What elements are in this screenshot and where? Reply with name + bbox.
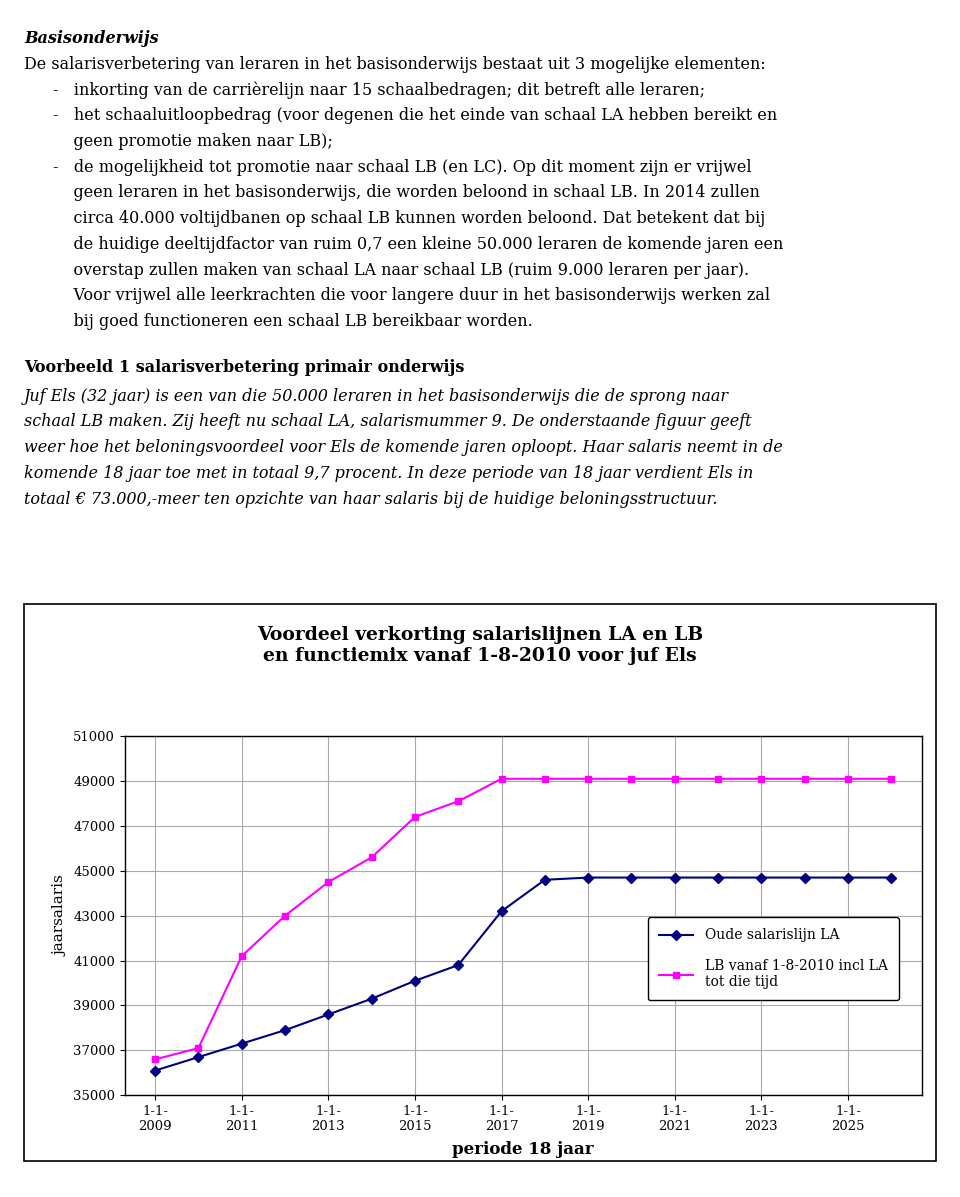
LB vanaf 1-8-2010 incl LA
tot die tijd [452,794,464,808]
Text: bij goed functioneren een schaal LB bereikbaar worden.: bij goed functioneren een schaal LB bere… [53,312,533,330]
Text: -   inkorting van de carrièrelijn naar 15 schaalbedragen; dit betreft alle lerar: - inkorting van de carrièrelijn naar 15 … [53,81,705,99]
Text: circa 40.000 voltijdbanen op schaal LB kunnen worden beloond. Dat betekent dat b: circa 40.000 voltijdbanen op schaal LB k… [53,209,765,227]
Text: weer hoe het beloningsvoordeel voor Els de komende jaren oploopt. Haar salaris n: weer hoe het beloningsvoordeel voor Els … [24,439,782,456]
LB vanaf 1-8-2010 incl LA
tot die tijd [756,772,767,786]
Oude salarislijn LA [236,1037,248,1051]
X-axis label: periode 18 jaar: periode 18 jaar [452,1141,594,1159]
Line: Oude salarislijn LA: Oude salarislijn LA [152,874,895,1074]
LB vanaf 1-8-2010 incl LA
tot die tijd [150,1052,161,1067]
Text: geen promotie maken naar LB);: geen promotie maken naar LB); [53,133,333,150]
Text: De salarisverbetering van leraren in het basisonderwijs bestaat uit 3 mogelijke : De salarisverbetering van leraren in het… [24,55,766,73]
Text: -   de mogelijkheid tot promotie naar schaal LB (en LC). Op dit moment zijn er v: - de mogelijkheid tot promotie naar scha… [53,158,752,176]
LB vanaf 1-8-2010 incl LA
tot die tijd [409,809,420,824]
Legend: Oude salarislijn LA, LB vanaf 1-8-2010 incl LA
tot die tijd: Oude salarislijn LA, LB vanaf 1-8-2010 i… [648,917,899,1001]
Oude salarislijn LA [669,870,681,885]
Text: schaal LB maken. Zij heeft nu schaal LA, salarismummer 9. De onderstaande figuur: schaal LB maken. Zij heeft nu schaal LA,… [24,413,752,431]
Text: -   het schaaluitloopbedrag (voor degenen die het einde van schaal LA hebben ber: - het schaaluitloopbedrag (voor degenen … [53,108,777,124]
LB vanaf 1-8-2010 incl LA
tot die tijd [279,909,291,923]
Oude salarislijn LA [366,991,377,1005]
Text: komende 18 jaar toe met in totaal 9,7 procent. In deze periode van 18 jaar verdi: komende 18 jaar toe met in totaal 9,7 pr… [24,464,754,482]
Text: Voordeel verkorting salarislijnen LA en LB
en functiemix vanaf 1-8-2010 voor juf: Voordeel verkorting salarislijnen LA en … [257,626,703,664]
Oude salarislijn LA [885,870,897,885]
Text: Juf Els (32 jaar) is een van die 50.000 leraren in het basisonderwijs die de spr: Juf Els (32 jaar) is een van die 50.000 … [24,388,729,405]
Oude salarislijn LA [583,870,594,885]
LB vanaf 1-8-2010 incl LA
tot die tijd [583,772,594,786]
Oude salarislijn LA [409,973,420,988]
Text: overstap zullen maken van schaal LA naar schaal LB (ruim 9.000 leraren per jaar): overstap zullen maken van schaal LA naar… [53,261,749,279]
Oude salarislijn LA [193,1050,204,1064]
LB vanaf 1-8-2010 incl LA
tot die tijd [669,772,681,786]
LB vanaf 1-8-2010 incl LA
tot die tijd [842,772,853,786]
Text: Basisonderwijs: Basisonderwijs [24,30,158,47]
LB vanaf 1-8-2010 incl LA
tot die tijd [193,1041,204,1056]
Oude salarislijn LA [799,870,810,885]
Oude salarislijn LA [712,870,724,885]
Text: Voor vrijwel alle leerkrachten die voor langere duur in het basisonderwijs werke: Voor vrijwel alle leerkrachten die voor … [53,287,770,304]
LB vanaf 1-8-2010 incl LA
tot die tijd [323,875,334,889]
LB vanaf 1-8-2010 incl LA
tot die tijd [236,949,248,964]
Oude salarislijn LA [279,1023,291,1038]
Text: de huidige deeltijdfactor van ruim 0,7 een kleine 50.000 leraren de komende jare: de huidige deeltijdfactor van ruim 0,7 e… [53,236,783,253]
Oude salarislijn LA [495,904,507,918]
Oude salarislijn LA [626,870,637,885]
Text: Voorbeeld 1 salarisverbetering primair onderwijs: Voorbeeld 1 salarisverbetering primair o… [24,359,465,376]
Oude salarislijn LA [452,958,464,972]
LB vanaf 1-8-2010 incl LA
tot die tijd [885,772,897,786]
Text: geen leraren in het basisonderwijs, die worden beloond in schaal LB. In 2014 zul: geen leraren in het basisonderwijs, die … [53,184,759,201]
Oude salarislijn LA [150,1063,161,1077]
LB vanaf 1-8-2010 incl LA
tot die tijd [495,772,507,786]
LB vanaf 1-8-2010 incl LA
tot die tijd [712,772,724,786]
LB vanaf 1-8-2010 incl LA
tot die tijd [366,850,377,864]
Oude salarislijn LA [323,1007,334,1021]
Oude salarislijn LA [540,873,551,887]
Y-axis label: jaarsalaris: jaarsalaris [54,875,67,956]
Line: LB vanaf 1-8-2010 incl LA
tot die tijd: LB vanaf 1-8-2010 incl LA tot die tijd [152,776,895,1063]
Oude salarislijn LA [756,870,767,885]
LB vanaf 1-8-2010 incl LA
tot die tijd [540,772,551,786]
Text: totaal € 73.000,-meer ten opzichte van haar salaris bij de huidige beloningsstru: totaal € 73.000,-meer ten opzichte van h… [24,491,717,508]
LB vanaf 1-8-2010 incl LA
tot die tijd [626,772,637,786]
LB vanaf 1-8-2010 incl LA
tot die tijd [799,772,810,786]
Oude salarislijn LA [842,870,853,885]
